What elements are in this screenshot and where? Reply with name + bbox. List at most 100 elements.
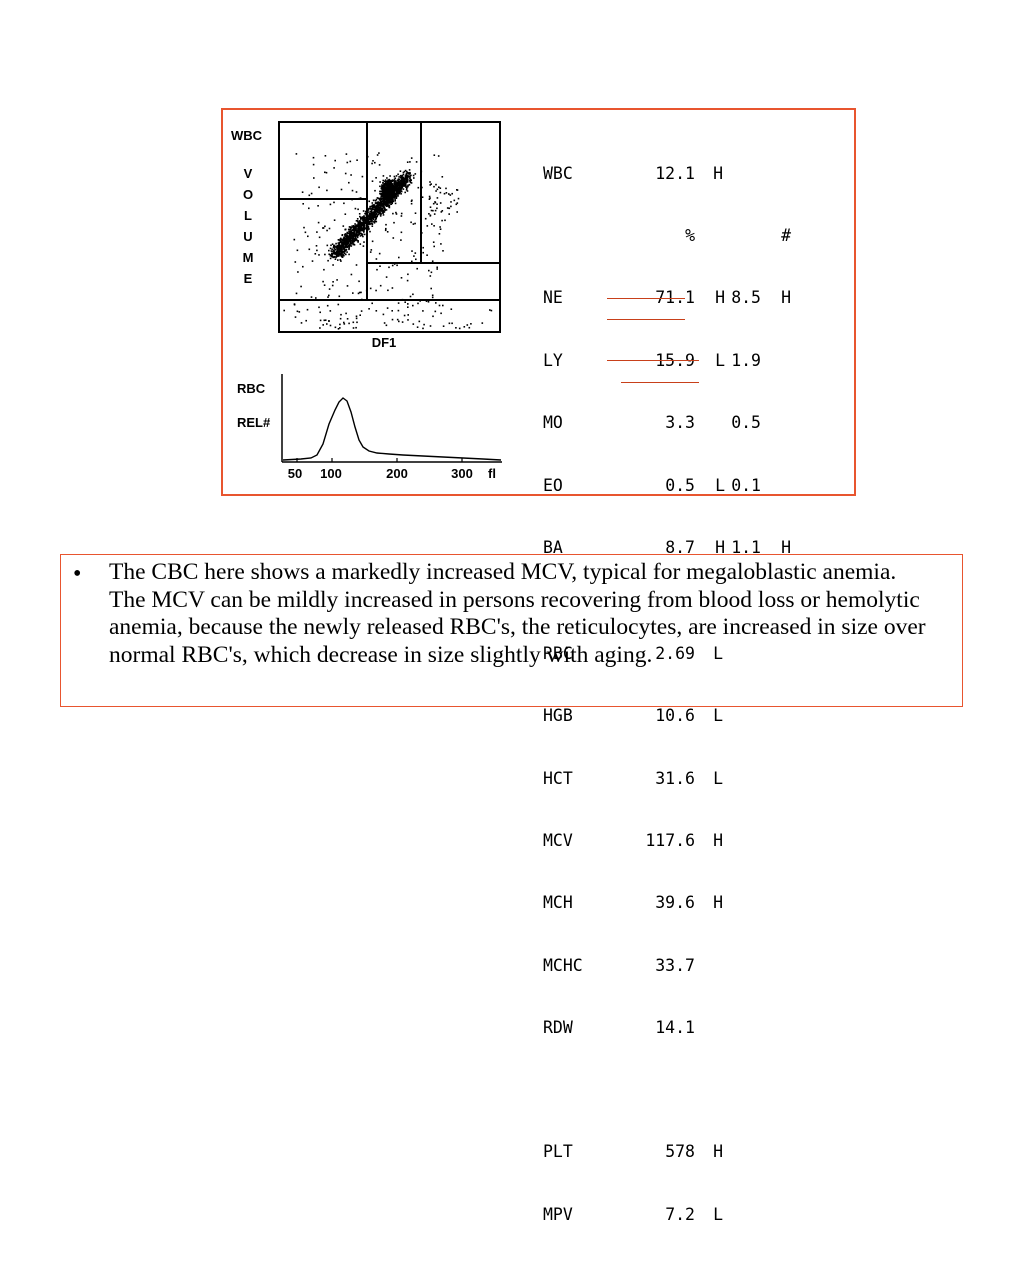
scatter-dot — [344, 237, 346, 240]
scatter-dot — [386, 181, 388, 183]
scatter-dot — [340, 188, 343, 191]
scatter-dot — [379, 185, 381, 188]
scatter-dot — [356, 159, 358, 161]
scatter-dot — [399, 179, 401, 182]
scatter-dot — [386, 177, 388, 179]
scatter-dot — [338, 239, 341, 241]
scatter-dot — [442, 304, 444, 307]
scatter-dot — [364, 212, 366, 215]
scatter-dot — [397, 178, 400, 180]
scatter-dot — [339, 259, 342, 261]
scatter-dot — [386, 231, 389, 233]
scatter-dot — [355, 228, 358, 230]
scatter-dot — [405, 179, 408, 182]
scatter-dot — [359, 314, 361, 316]
scatter-dot — [407, 314, 409, 316]
scatter-dot — [438, 304, 441, 307]
scatter-dot — [401, 185, 404, 187]
scatter-dot — [392, 200, 394, 202]
scatter-dot — [318, 306, 320, 309]
scatter-dot — [399, 191, 401, 193]
scatter-dot — [406, 171, 409, 174]
scatter-dot — [377, 207, 379, 210]
scatter-y-letters: V O L U M E — [243, 166, 254, 286]
scatter-dot — [298, 311, 301, 313]
scatter-dot — [395, 213, 398, 215]
scatter-dot — [439, 226, 441, 228]
scatter-dot — [455, 327, 457, 329]
scatter-dot — [407, 175, 409, 177]
param-flag — [695, 1018, 723, 1039]
scatter-dot — [370, 218, 372, 220]
scatter-dot — [437, 155, 440, 157]
scatter-dot — [405, 189, 408, 191]
scatter-dot — [407, 185, 409, 188]
diff-row: NE 71.1 H 8.5 H — [543, 288, 791, 309]
scatter-dot — [380, 190, 382, 193]
scatter-dot — [383, 211, 386, 213]
scatter-dot — [371, 225, 374, 227]
scatter-dot — [294, 261, 297, 263]
scatter-y-letter: V — [244, 166, 253, 181]
scatter-dot — [373, 212, 376, 215]
scatter-dot — [403, 314, 406, 317]
scatter-dot — [379, 192, 381, 195]
scatter-dot — [363, 228, 366, 231]
scatter-dot — [323, 268, 325, 271]
scatter-dot — [355, 317, 358, 320]
rbc-row: HCT 31.6 L — [543, 769, 791, 790]
scatter-dot — [372, 205, 375, 207]
scatter-dot — [342, 254, 345, 256]
scatter-dot — [304, 231, 307, 234]
scatter-dot — [338, 249, 340, 252]
scatter-dot — [376, 208, 378, 211]
param-value: 14.1 — [655, 1018, 695, 1038]
scatter-dot — [379, 201, 381, 204]
scatter-dot — [435, 190, 437, 192]
scatter-dot — [400, 212, 403, 215]
scatter-dot — [388, 182, 391, 185]
scatter-dot — [393, 178, 396, 181]
scatter-dot — [363, 215, 365, 217]
scatter-dot — [404, 301, 406, 303]
scatter-dot — [346, 318, 349, 320]
scatter-dot — [356, 235, 359, 238]
scatter-dot — [385, 223, 387, 226]
scatter-dot — [396, 181, 399, 184]
scatter-dot — [346, 242, 348, 245]
scatter-dot — [372, 221, 374, 223]
scatter-dot — [392, 212, 394, 215]
scatter-dot — [400, 182, 402, 185]
scatter-dot — [379, 209, 382, 212]
scatter-dot — [395, 183, 397, 186]
scatter-dot — [355, 191, 358, 193]
scatter-dot — [346, 251, 348, 253]
scatter-dot — [346, 243, 348, 246]
scatter-dot — [358, 231, 361, 234]
scatter-dot — [413, 177, 415, 179]
scatter-dot — [422, 327, 424, 330]
scatter-dot — [329, 203, 332, 206]
scatter-dot — [388, 196, 390, 199]
scatter-dot — [328, 288, 331, 290]
scatter-dot — [332, 249, 335, 252]
scatter-dot — [373, 208, 375, 211]
scatter-dot — [411, 250, 413, 252]
scatter-dot — [339, 327, 341, 329]
scatter-dot — [338, 241, 341, 244]
scatter-dot — [400, 239, 402, 241]
scatter-dot — [364, 210, 367, 213]
scatter-dot — [343, 249, 346, 252]
scatter-dot — [436, 266, 438, 269]
scatter-dot — [384, 200, 387, 202]
scatter-dot — [329, 247, 332, 250]
scatter-dot — [398, 176, 400, 178]
scatter-dot — [406, 161, 409, 163]
scatter-dot — [430, 183, 432, 185]
scatter-dot — [399, 170, 402, 172]
scatter-dot — [351, 235, 354, 237]
scatter-dot — [429, 214, 432, 217]
param-name: MCH — [543, 893, 573, 913]
scatter-dot — [384, 197, 386, 199]
scatter-dot — [448, 213, 450, 215]
